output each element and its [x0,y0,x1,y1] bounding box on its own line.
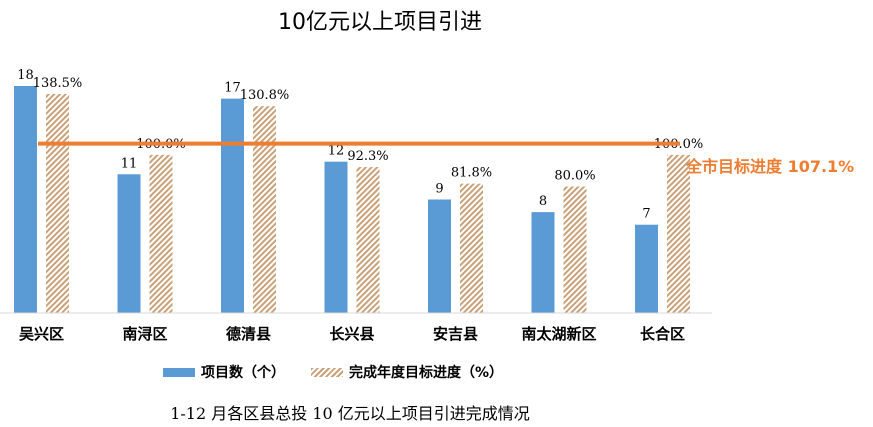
chart-title: 10亿元以上项目引进 [278,10,482,35]
data-label-progress: 80.0% [554,169,595,184]
bar-project-count [324,161,348,313]
bar-target-progress [46,94,69,313]
bar-project-count [14,86,37,313]
data-label-progress: 130.8% [240,88,290,103]
data-label-progress: 92.3% [347,149,388,164]
bar-project-count [428,199,451,313]
legend-label-progress: 完成年度目标进度（%） [349,365,504,381]
bar-project-count [117,174,141,313]
legend-swatch-solid [163,367,195,377]
category-label: 南太湖新区 [521,325,596,343]
data-label-count: 8 [539,194,547,209]
data-label-count: 7 [642,207,650,222]
bar-target-progress [253,106,276,314]
bar-target-progress [356,167,380,313]
reference-line-label: 全市目标进度 107.1% [686,157,855,176]
data-label-progress: 81.8% [451,166,492,181]
legend-swatch-hatched [311,367,343,377]
data-label-count: 18 [17,68,34,83]
legend: 项目数（个） 完成年度目标进度（%） [0,360,873,384]
category-label: 德清县 [226,325,271,343]
bar-target-progress [460,183,483,313]
bar-target-progress [149,154,173,313]
data-label-count: 17 [224,81,241,96]
data-label-count: 11 [121,156,138,171]
category-label: 南浔区 [122,325,167,343]
data-label-progress: 138.5% [33,76,83,91]
bar-project-count [531,212,555,313]
bar-target-progress [563,186,587,313]
category-label: 吴兴区 [19,325,64,343]
data-label-count: 12 [328,144,345,159]
legend-item-progress: 完成年度目标进度（%） [311,360,503,384]
bar-project-count [635,224,658,313]
figure-caption: 1-12 月各区县总投 10 亿元以上项目引进完成情况 [170,404,530,423]
bar-target-progress [667,154,690,313]
data-label-count: 9 [435,182,443,197]
category-label: 长合区 [640,325,685,343]
bar-project-count [221,98,244,313]
legend-label-count: 项目数（个） [201,365,285,381]
legend-item-count: 项目数（个） [163,360,285,384]
category-label: 安吉县 [433,325,478,343]
category-label: 长兴县 [329,325,374,343]
